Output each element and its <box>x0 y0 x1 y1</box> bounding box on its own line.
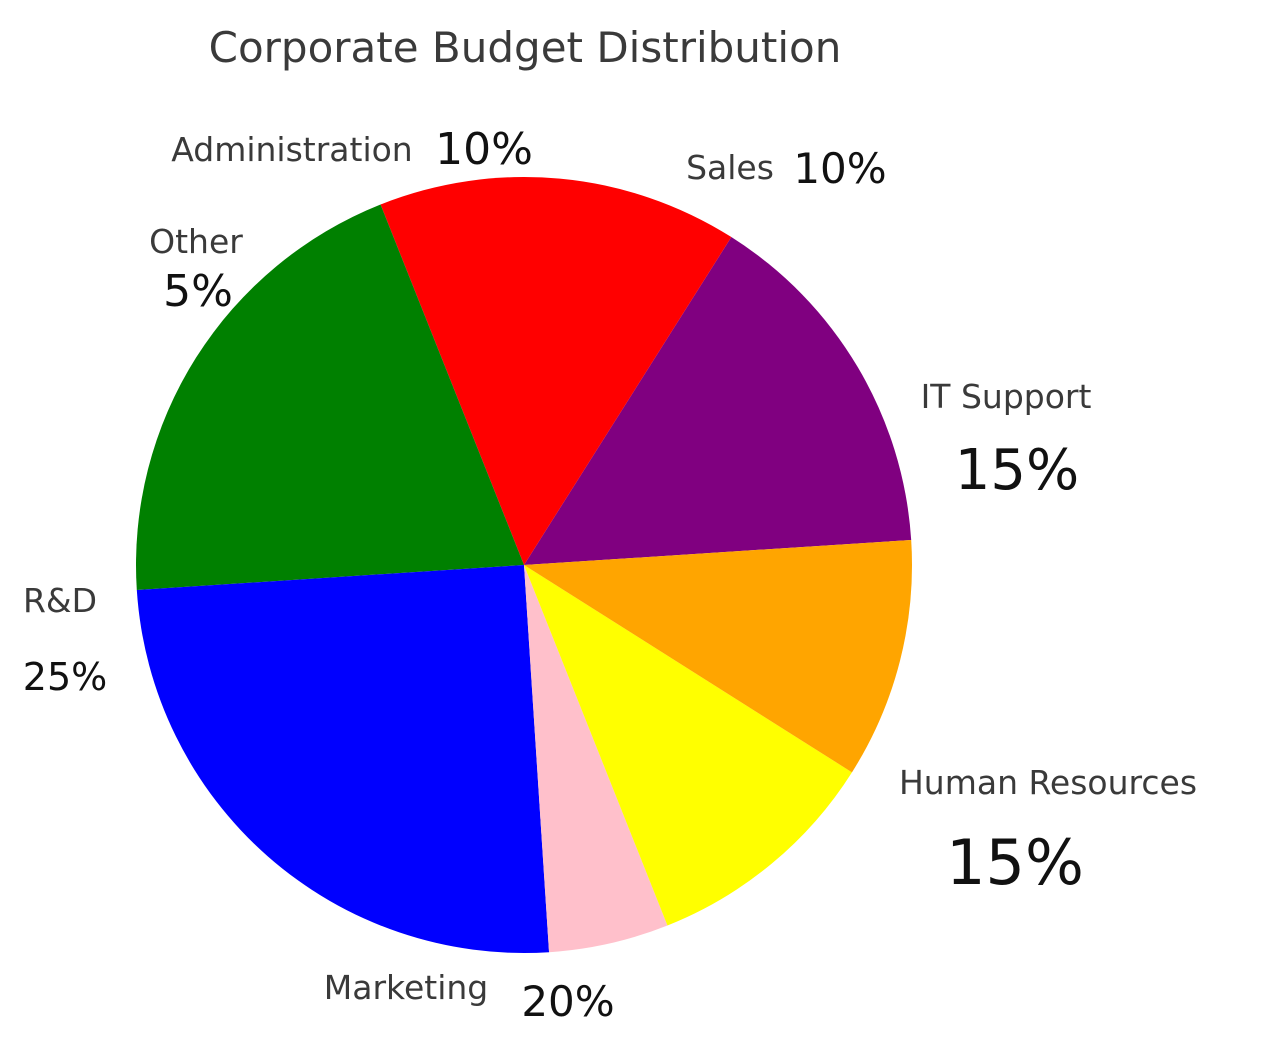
slice-label-human-resources: Human Resources <box>899 763 1197 802</box>
slice-pct-it-support: 15% <box>955 438 1079 503</box>
slice-label-sales: Sales <box>686 148 774 187</box>
slice-label-marketing: Marketing <box>324 968 488 1007</box>
slice-pct-randd: 25% <box>23 655 107 699</box>
slice-label-administration: Administration <box>171 130 412 169</box>
slice-pct-other: 5% <box>163 266 233 317</box>
slice-pct-administration: 10% <box>435 124 533 175</box>
pie-slice-sales <box>524 539 912 773</box>
slice-label-randd: R&D <box>23 581 97 620</box>
slice-pct-human-resources: 15% <box>946 826 1084 899</box>
chart-title: Corporate Budget Distribution <box>209 23 842 72</box>
pie-slice-administration <box>524 565 852 926</box>
slice-label-other: Other <box>149 222 243 261</box>
slice-label-it-support: IT Support <box>921 377 1092 416</box>
pie-slice-other <box>524 565 668 953</box>
pie-labels: IT Support 15% Human Resources 15% Marketing… <box>23 124 1197 1026</box>
pie-slice-marketing <box>136 204 524 591</box>
slice-pct-marketing: 20% <box>521 977 614 1026</box>
pie-slice-it-support <box>524 237 912 566</box>
pie-slice-human-resources <box>380 177 732 565</box>
pie-slices <box>136 177 912 953</box>
pie-slice-randd <box>136 565 550 953</box>
slice-pct-sales: 10% <box>793 144 886 193</box>
